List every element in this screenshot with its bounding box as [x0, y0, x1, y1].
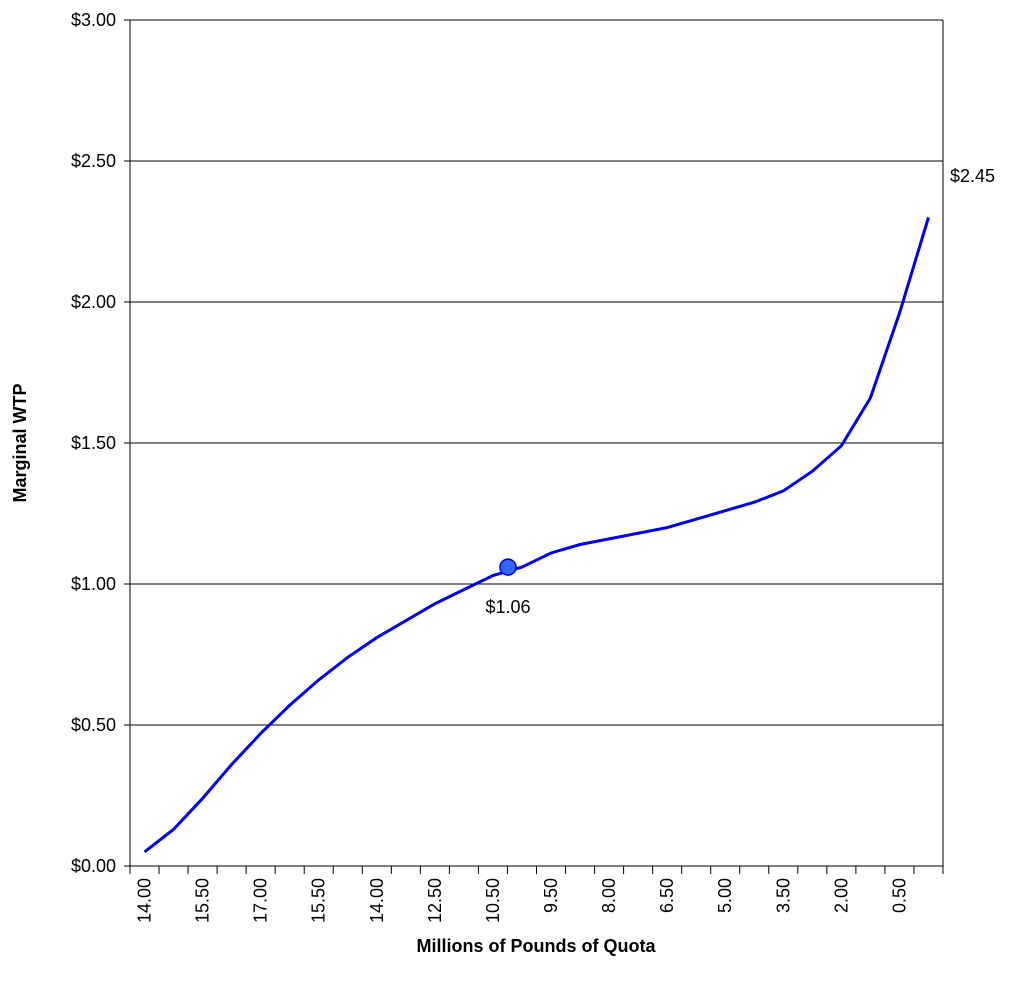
x-tick-label: 14.00: [135, 878, 155, 923]
y-tick-label: $2.50: [71, 151, 116, 171]
x-tick-label: 6.50: [657, 878, 677, 913]
x-tick-label: 14.00: [367, 878, 387, 923]
highlight-point: [499, 558, 517, 576]
data-line: [143, 216, 930, 854]
x-tick-label: 15.50: [193, 878, 213, 923]
x-tick-label: 9.50: [541, 878, 561, 913]
x-tick-label: 12.50: [425, 878, 445, 923]
x-tick-label: 15.50: [309, 878, 329, 923]
x-tick-label: 2.00: [831, 878, 851, 913]
annotation: $2.45: [950, 166, 995, 186]
x-tick-label: 0.50: [889, 878, 909, 913]
data-label: $1.06: [485, 597, 530, 617]
y-tick-label: $0.50: [71, 715, 116, 735]
x-tick-label: 10.50: [483, 878, 503, 923]
y-tick-label: $1.00: [71, 574, 116, 594]
x-tick-label: 8.00: [599, 878, 619, 913]
y-tick-label: $1.50: [71, 433, 116, 453]
x-tick-label: 17.00: [251, 878, 271, 923]
x-axis-title: Millions of Pounds of Quota: [417, 936, 657, 956]
y-tick-label: $0.00: [71, 856, 116, 876]
x-tick-label: 5.00: [715, 878, 735, 913]
x-tick-label: 3.50: [773, 878, 793, 913]
y-axis-title: Marginal WTP: [10, 383, 30, 502]
y-tick-label: $3.00: [71, 10, 116, 30]
y-tick-label: $2.00: [71, 292, 116, 312]
